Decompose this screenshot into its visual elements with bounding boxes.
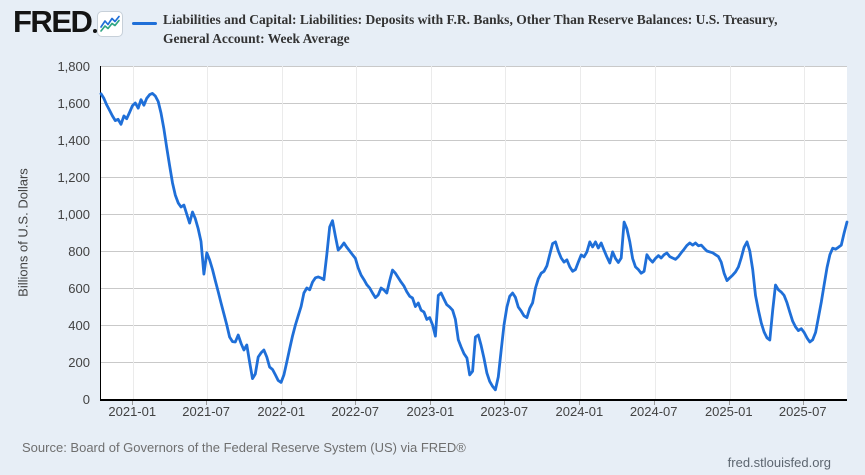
y-tick-label-1200: 1,200 (57, 170, 90, 185)
fred-logo-chart-icon (97, 11, 123, 37)
gridline-x-2022-01 (282, 66, 284, 399)
x-tick-mark-2024-07 (653, 401, 655, 405)
gridline-x-2024-01 (580, 66, 582, 399)
x-tick-mark-2022-01 (281, 401, 283, 405)
y-tick-label-0: 0 (82, 392, 90, 407)
x-tick-mark-2022-07 (355, 401, 357, 405)
y-tick-label-1800: 1,800 (57, 59, 90, 74)
gridline-x-2025-01 (729, 66, 731, 399)
gridline-x-2021-07 (207, 66, 209, 399)
x-tick-label-2023-07: 2023-07 (480, 404, 529, 419)
registered-trademark-dot (93, 29, 98, 33)
fred-logo-text: FRED (13, 4, 93, 39)
fred-logo[interactable]: FRED (13, 4, 98, 39)
x-tick-label-2021-01: 2021-01 (108, 404, 157, 419)
y-tick-label-600: 600 (68, 281, 90, 296)
y-tick-label-1400: 1,400 (57, 133, 90, 148)
gridline-y-1000 (101, 214, 847, 215)
x-tick-mark-2021-01 (132, 401, 134, 405)
x-tick-label-2025-01: 2025-01 (704, 404, 753, 419)
x-tick-label-2022-07: 2022-07 (331, 404, 380, 419)
y-tick-label-800: 800 (68, 244, 90, 259)
y-tick-label-200: 200 (68, 355, 90, 370)
x-tick-label-2024-07: 2024-07 (629, 404, 678, 419)
x-tick-mark-2024-01 (579, 401, 581, 405)
x-tick-mark-2025-07 (802, 401, 804, 405)
plot-area[interactable] (99, 66, 849, 401)
gridline-y-400 (101, 325, 847, 326)
y-tick-label-1000: 1,000 (57, 207, 90, 222)
gridline-y-800 (101, 251, 847, 252)
fred-site-link[interactable]: fred.stlouisfed.org (727, 455, 831, 470)
gridline-x-2022-07 (356, 66, 358, 399)
series-line (99, 91, 849, 392)
gridline-x-2023-01 (431, 66, 433, 399)
gridline-x-2025-07 (803, 66, 805, 399)
x-tick-mark-2021-07 (206, 401, 208, 405)
x-tick-mark-2025-01 (728, 401, 730, 405)
x-tick-label-2025-07: 2025-07 (778, 404, 827, 419)
series-title-line1: Liabilities and Capital: Liabilities: De… (163, 12, 778, 27)
series-title-line2: General Account: Week Average (163, 31, 350, 46)
x-tick-label-2022-01: 2022-01 (257, 404, 306, 419)
x-tick-mark-2023-07 (504, 401, 506, 405)
y-tick-label-1600: 1,600 (57, 96, 90, 111)
gridline-y-1600 (101, 103, 847, 104)
gridline-x-2021-01 (133, 66, 135, 399)
series-title: Liabilities and Capital: Liabilities: De… (163, 10, 863, 48)
gridline-y-1400 (101, 140, 847, 141)
legend-line-swatch (132, 22, 157, 25)
x-tick-label-2021-07: 2021-07 (182, 404, 231, 419)
x-tick-label-2024-01: 2024-01 (555, 404, 604, 419)
x-tick-label-2023-01: 2023-01 (406, 404, 455, 419)
gridline-x-2024-07 (654, 66, 656, 399)
gridline-y-600 (101, 288, 847, 289)
source-note: Source: Board of Governors of the Federa… (22, 440, 466, 455)
x-tick-mark-2023-01 (430, 401, 432, 405)
gridline-x-2023-07 (505, 66, 507, 399)
gridline-y-1200 (101, 177, 847, 178)
y-tick-label-400: 400 (68, 318, 90, 333)
gridline-y-1800 (101, 66, 847, 67)
